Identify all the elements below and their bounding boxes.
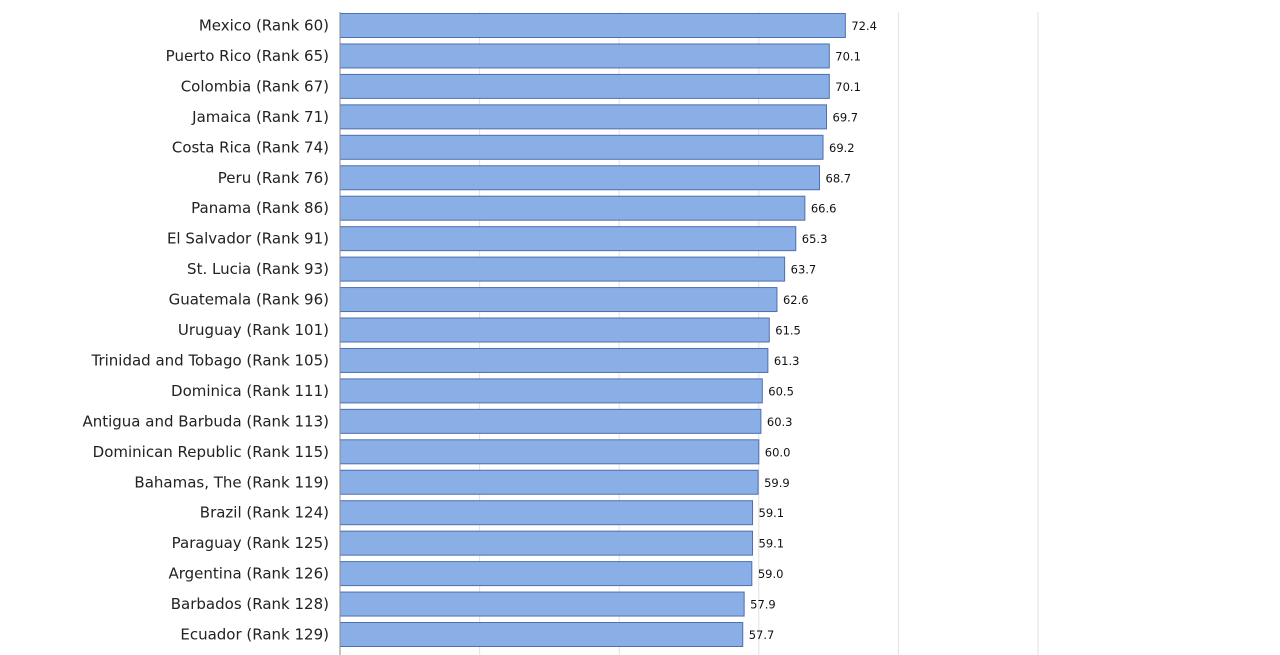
category-label: Argentina (Rank 126) xyxy=(168,565,329,583)
bar xyxy=(339,591,745,617)
bar xyxy=(339,561,753,587)
value-label: 69.7 xyxy=(833,110,859,124)
bar xyxy=(339,256,786,282)
bar xyxy=(339,378,763,404)
value-label: 61.3 xyxy=(774,354,800,368)
category-label: Trinidad and Tobago (Rank 105) xyxy=(90,351,329,369)
category-label: St. Lucia (Rank 93) xyxy=(187,260,329,278)
value-label: 59.9 xyxy=(764,476,790,490)
category-label: Jamaica (Rank 71) xyxy=(191,108,329,126)
category-label: Mexico (Rank 60) xyxy=(199,17,329,35)
category-label: Ecuador (Rank 129) xyxy=(180,626,329,644)
category-label: Dominican Republic (Rank 115) xyxy=(93,443,329,461)
value-label: 61.5 xyxy=(775,324,801,338)
category-label: Puerto Rico (Rank 65) xyxy=(166,47,329,65)
category-label: Colombia (Rank 67) xyxy=(181,77,329,95)
value-label: 59.1 xyxy=(759,537,785,551)
value-label: 60.3 xyxy=(767,415,793,429)
bar xyxy=(339,317,770,343)
bar xyxy=(339,408,762,434)
bar xyxy=(339,165,821,191)
value-label: 62.6 xyxy=(783,293,809,307)
category-label: Guatemala (Rank 96) xyxy=(169,291,329,309)
bar xyxy=(339,530,754,556)
category-label: Panama (Rank 86) xyxy=(191,199,329,217)
value-label: 65.3 xyxy=(802,232,828,246)
bar xyxy=(339,195,806,221)
category-label: Brazil (Rank 124) xyxy=(200,504,329,522)
bar xyxy=(339,500,754,526)
bar xyxy=(339,134,824,160)
bar xyxy=(339,226,797,252)
value-label: 63.7 xyxy=(791,263,817,277)
value-label: 59.1 xyxy=(759,506,785,520)
label-layer: Mexico (Rank 60) 72.4 Puerto Rico (Rank 65… xyxy=(82,17,877,644)
value-label: 59.0 xyxy=(758,567,784,581)
category-label: Bahamas, The (Rank 119) xyxy=(134,473,329,491)
bar xyxy=(339,104,828,130)
bar-layer xyxy=(339,13,846,647)
value-label: 68.7 xyxy=(826,171,852,185)
category-label: Peru (Rank 76) xyxy=(218,169,329,187)
bar xyxy=(339,73,830,99)
bar xyxy=(339,347,769,373)
category-label: Paraguay (Rank 125) xyxy=(172,534,329,552)
value-label: 60.0 xyxy=(765,445,791,459)
category-label: Uruguay (Rank 101) xyxy=(178,321,329,339)
category-label: Antigua and Barbuda (Rank 113) xyxy=(82,412,329,430)
bar xyxy=(339,43,830,69)
bar xyxy=(339,13,846,38)
value-label: 69.2 xyxy=(829,141,855,155)
value-label: 72.4 xyxy=(851,19,877,33)
bar xyxy=(339,287,778,313)
value-label: 57.7 xyxy=(749,628,775,642)
value-label: 60.5 xyxy=(768,384,794,398)
value-label: 57.9 xyxy=(750,598,776,612)
category-label: El Salvador (Rank 91) xyxy=(167,230,329,248)
bar xyxy=(339,439,760,465)
bar xyxy=(339,622,744,647)
category-label: Costa Rica (Rank 74) xyxy=(172,138,329,156)
value-label: 70.1 xyxy=(835,49,861,63)
value-label: 66.6 xyxy=(811,202,837,216)
category-label: Dominica (Rank 111) xyxy=(171,382,329,400)
value-label: 70.1 xyxy=(835,80,861,94)
category-label: Barbados (Rank 128) xyxy=(171,595,329,613)
bar xyxy=(339,469,759,495)
